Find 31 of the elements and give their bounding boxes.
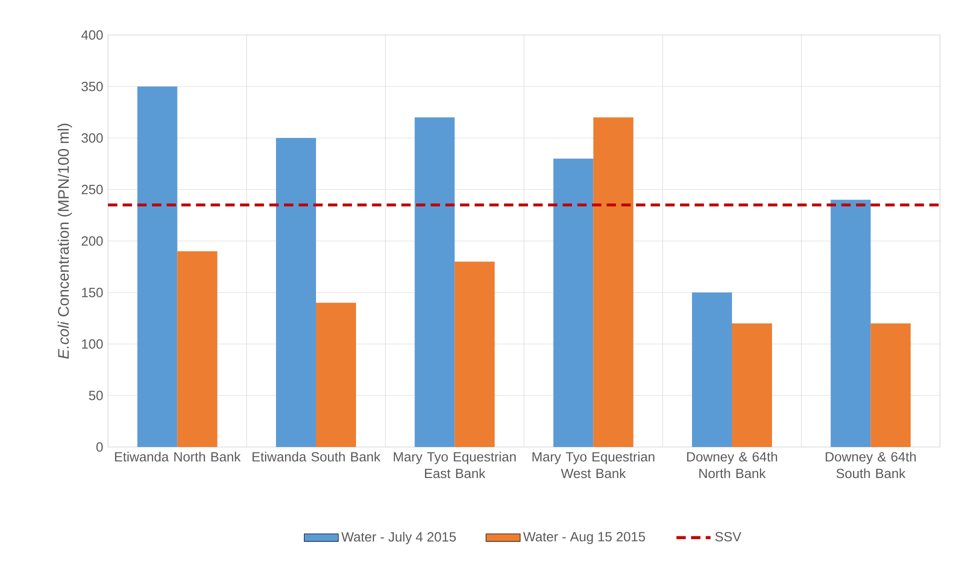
x-tick-label: Mary Tyo Equestrian West Bank (532, 452, 654, 478)
y-tick-label: 400 (81, 30, 103, 40)
bar (414, 117, 455, 447)
y-tick-label: 100 (82, 339, 103, 349)
bar (732, 323, 772, 447)
x-tick-label: Downey & 64th North Bank (687, 452, 778, 478)
bar (316, 302, 356, 447)
bar (137, 86, 178, 447)
bar (870, 323, 911, 447)
y-tick-label: 0 (96, 442, 103, 452)
x-tick-label: Mary Tyo Equestrian East Bank (394, 452, 516, 478)
x-tick-label: Etiwanda North Bank (115, 452, 241, 462)
bar (830, 200, 871, 447)
bar (454, 262, 495, 447)
y-tick-label: 200 (82, 236, 103, 246)
x-tick-label: Etiwanda South Bank (252, 452, 380, 462)
y-tick-label: 50 (89, 390, 103, 400)
bar (276, 138, 316, 447)
bar (553, 158, 594, 447)
x-tick-label: Downey & 64th South Bank (826, 452, 916, 478)
y-tick-label: 350 (82, 82, 103, 92)
y-axis-title: E.coli Concentration (MPN/100 ml) (58, 124, 72, 359)
legend-label: Water - Aug 15 2015 (523, 532, 646, 544)
bar (692, 292, 732, 447)
legend-label: Water - July 4 2015 (341, 532, 456, 544)
bar (177, 251, 218, 447)
y-tick-label: 300 (82, 133, 103, 143)
bar (593, 117, 634, 447)
y-tick-label: 150 (82, 288, 103, 298)
legend-label: SSV (715, 532, 742, 542)
y-tick-label: 250 (82, 184, 103, 194)
